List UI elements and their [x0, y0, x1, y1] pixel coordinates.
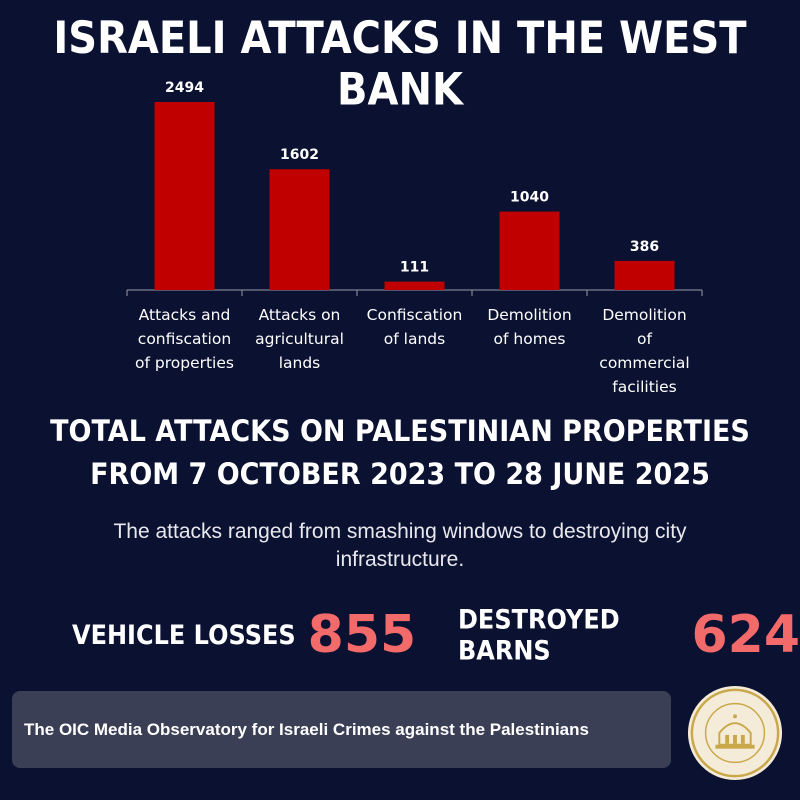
footer-banner: The OIC Media Observatory for Israeli Cr… [12, 691, 671, 768]
data-label-1: 1602 [280, 147, 319, 163]
destroyed-barns-label: DESTROYED BARNS [458, 603, 620, 667]
category-label-0: Attacks and confiscation of properties [135, 306, 234, 372]
destroyed-barns-stat: DESTROYED BARNS 624 [458, 600, 800, 670]
category-label-3: Demolition of homes [487, 306, 571, 348]
bar-chart: 2494 Attacks and confiscation of properties… [126, 80, 703, 396]
data-label-0: 2494 [165, 80, 204, 96]
subtitle: TOTAL ATTACKS ON PALESTINIAN PROPERTIES … [0, 411, 800, 497]
page-title: ISRAELI ATTACKS IN THE WEST BANK [53, 12, 747, 116]
destroyed-barns-value: 624 [691, 605, 800, 665]
footer-text: The OIC Media Observatory for Israeli Cr… [24, 719, 589, 739]
description: The attacks ranged from smashing windows… [113, 520, 687, 571]
category-label-1: Attacks on agricultural lands [255, 306, 344, 372]
category-label-2: Confiscation of lands [367, 306, 463, 348]
data-label-2: 111 [400, 260, 429, 276]
bar-1 [269, 169, 330, 290]
data-label-3: 1040 [510, 190, 549, 206]
bar-0 [154, 102, 215, 290]
vehicle-losses-label: VEHICLE LOSSES [72, 619, 296, 651]
vehicle-losses-value: 855 [307, 605, 417, 665]
bar-4 [614, 260, 675, 290]
palestine-observatory-seal-icon [687, 685, 783, 781]
category-label-4: Demolition of commercial facilities [599, 306, 689, 396]
bar-3 [499, 211, 560, 290]
subtitle-line-1: TOTAL ATTACKS ON PALESTINIAN PROPERTIES [50, 415, 750, 449]
bar-2 [384, 281, 445, 290]
subtitle-line-2: FROM 7 OCTOBER 2023 TO 28 JUNE 2025 [90, 458, 710, 492]
vehicle-losses-stat: VEHICLE LOSSES 855 [72, 600, 416, 670]
data-label-4: 386 [630, 239, 659, 255]
